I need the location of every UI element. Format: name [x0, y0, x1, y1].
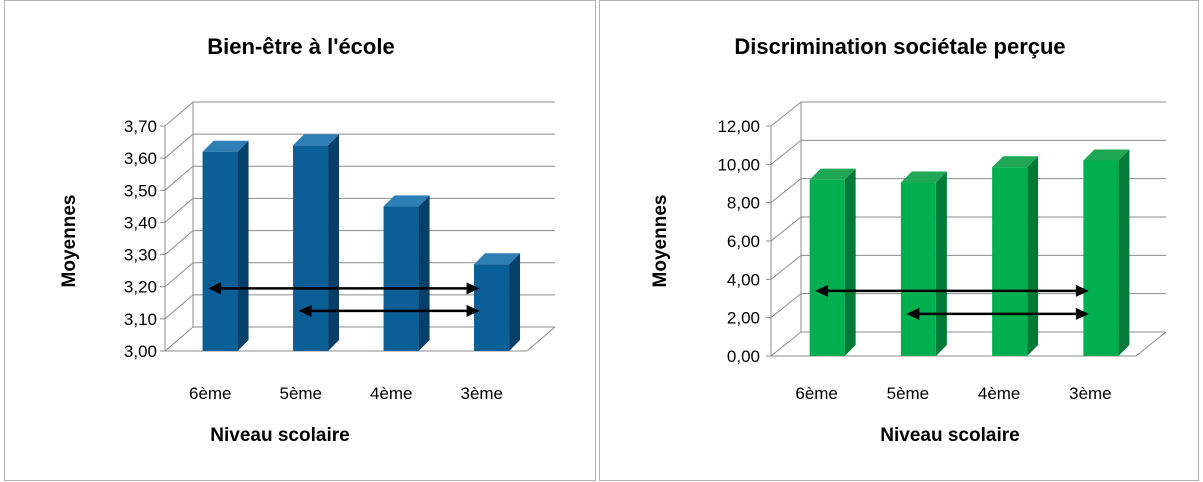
chart-title: Discrimination sociétale perçue [734, 34, 1065, 59]
bar [900, 182, 936, 356]
bar-top [809, 168, 856, 180]
side-gridline [164, 133, 194, 159]
bar [1083, 160, 1119, 356]
side-gridline [770, 178, 802, 204]
y-tick-label: 6,00 [727, 232, 760, 251]
bar-top [383, 195, 430, 207]
side-gridline [164, 198, 194, 223]
annotation-arrowhead-left [815, 284, 829, 297]
x-tick-label: 4ème [978, 384, 1021, 403]
chart-plot: 0,00 2,00 4,00 6,00 8,00 10,00 12,00 6ème 5ème 4è… [717, 101, 1167, 403]
bar [809, 179, 845, 356]
bar-top [293, 134, 340, 146]
x-tick-label: 3ème [460, 384, 503, 403]
bar-top [1083, 149, 1130, 161]
x-axis-title: Niveau scolaire [880, 425, 1019, 446]
annotation-arrowhead-left [298, 304, 312, 317]
side-gridline [770, 216, 802, 242]
chart-svg-wellbeing: 3,00 3,10 3,20 3,30 3,40 3,50 3,60 3,70 6ème 5ème… [59, 34, 556, 446]
side-gridline [770, 331, 802, 357]
bar [293, 145, 329, 351]
side-gridline [164, 165, 194, 191]
annotation-arrowhead-left [906, 307, 920, 320]
bar-top [900, 171, 947, 183]
x-tick-label: 5ème [887, 384, 930, 403]
y-tick-label: 3,00 [124, 342, 157, 361]
y-tick-label: 3,50 [124, 181, 157, 200]
side-gridline [770, 101, 802, 127]
bar-top [474, 253, 521, 265]
x-tick-label: 3ème [1069, 384, 1112, 403]
y-tick-label: 3,60 [124, 149, 157, 168]
y-tick-label: 3,40 [124, 213, 157, 232]
bar-side [844, 168, 856, 356]
bar-side [1118, 149, 1130, 356]
bar [383, 206, 419, 351]
x-tick-label: 6ème [189, 384, 232, 403]
side-gridline [770, 254, 802, 280]
bar [474, 264, 510, 351]
side-gridline [164, 262, 194, 288]
side-gridline [770, 139, 802, 165]
side-gridline [164, 101, 194, 127]
annotation-arrowhead-left [208, 282, 222, 295]
y-tick-label: 3,70 [124, 117, 157, 136]
x-tick-label: 4ème [370, 384, 413, 403]
annotation-arrowhead-right [1075, 284, 1089, 297]
y-tick-label: 4,00 [727, 270, 760, 289]
floor-edge [1135, 331, 1167, 357]
bar-side [1027, 156, 1039, 356]
chart-title: Bien-être à l'école [207, 34, 394, 59]
side-gridline [164, 326, 194, 352]
bar-top [992, 156, 1039, 168]
bar-side [237, 140, 249, 351]
bar-side [935, 171, 947, 356]
y-tick-label: 3,10 [124, 310, 157, 329]
annotation-arrowhead-right [1075, 307, 1089, 320]
chart-svg-discrimination: 0,00 2,00 4,00 6,00 8,00 10,00 12,00 6ème 5ème 4è… [650, 34, 1167, 446]
annotation-arrowhead-right [466, 282, 480, 295]
y-tick-label: 8,00 [727, 194, 760, 213]
bar-side [509, 253, 521, 351]
y-axis-title: Moyennes [650, 195, 671, 288]
bar-side [418, 195, 430, 351]
y-tick-label: 3,20 [124, 278, 157, 297]
side-gridline [164, 294, 194, 320]
y-axis-title: Moyennes [59, 195, 80, 288]
y-tick-label: 12,00 [717, 117, 760, 136]
bar [202, 151, 238, 351]
chart-panel-wellbeing: 3,00 3,10 3,20 3,30 3,40 3,50 3,60 3,70 6ème 5ème… [4, 0, 596, 481]
x-tick-label: 5ème [279, 384, 322, 403]
floor-edge [526, 326, 556, 352]
y-tick-label: 2,00 [727, 309, 760, 328]
y-tick-label: 10,00 [717, 155, 760, 174]
side-gridline [770, 293, 802, 319]
side-gridline [164, 230, 194, 255]
chart-plot: 3,00 3,10 3,20 3,30 3,40 3,50 3,60 3,70 6ème 5ème… [124, 101, 556, 403]
bar-top [202, 140, 249, 152]
x-axis-title: Niveau scolaire [210, 425, 349, 446]
y-tick-label: 3,30 [124, 246, 157, 265]
bar [992, 167, 1028, 356]
bar-side [328, 134, 340, 351]
x-tick-label: 6ème [795, 384, 838, 403]
chart-panel-discrimination: 0,00 2,00 4,00 6,00 8,00 10,00 12,00 6ème 5ème 4è… [599, 0, 1199, 481]
annotation-arrowhead-right [466, 304, 480, 317]
y-tick-label: 0,00 [727, 347, 760, 366]
